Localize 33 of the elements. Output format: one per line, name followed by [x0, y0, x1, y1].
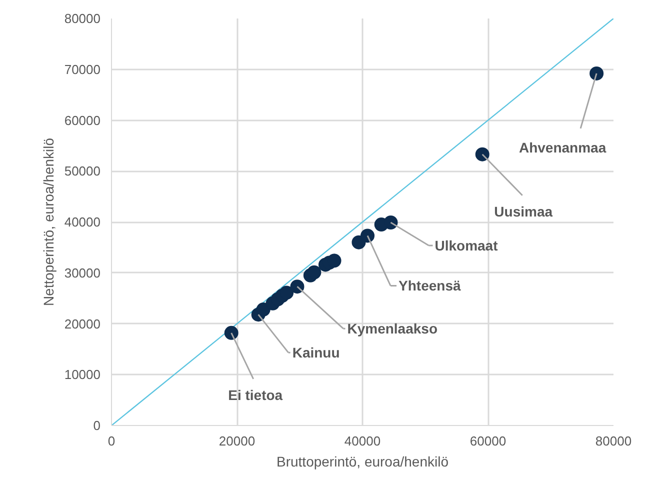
y-tick-label: 20000	[64, 316, 101, 332]
annotation: Ulkomaat	[434, 238, 498, 254]
y-tick-label: 70000	[64, 62, 101, 77]
annotation: Ahvenanmaa	[518, 139, 606, 156]
x-tick-label: 40000	[344, 434, 381, 448]
point	[384, 216, 398, 230]
x-axis-title: Bruttoperintö, euroa/henkilö	[276, 454, 449, 470]
y-tick-label: 50000	[64, 164, 101, 179]
annotation: Kainuu	[292, 344, 340, 361]
x-tick-label: 0	[108, 434, 116, 448]
y-tick-label: 10000	[64, 367, 101, 382]
x-tick-label: 20000	[218, 434, 256, 448]
y-tick-label: 80000	[64, 11, 101, 26]
point	[256, 302, 270, 316]
annotation: Ei tietoa	[228, 386, 283, 403]
point	[290, 280, 304, 294]
annotation: Uusimaa	[494, 203, 553, 220]
point	[327, 254, 342, 268]
point	[307, 265, 322, 280]
point	[280, 286, 294, 300]
y-axis-title: Nettoperintö, euroa/henkilö	[40, 138, 56, 306]
y-tick-label: 0	[93, 418, 101, 433]
annotation: Yhteensä	[398, 278, 461, 294]
y-tick-label: 60000	[64, 112, 101, 128]
y-tick-label: 40000	[64, 214, 101, 230]
point	[590, 66, 604, 80]
x-tick-label: 80000	[595, 434, 632, 448]
y-tick-label: 30000	[64, 265, 101, 280]
point	[475, 147, 490, 162]
x-tick-label: 60000	[470, 434, 506, 448]
point	[360, 228, 375, 243]
point	[224, 326, 238, 340]
annotation: Kymenlaakso	[347, 320, 438, 337]
